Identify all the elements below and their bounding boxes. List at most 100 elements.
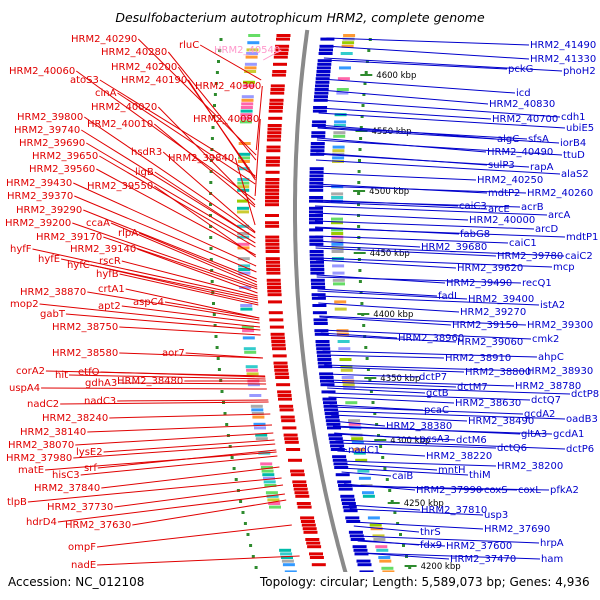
forward-gene-arrow	[311, 563, 326, 567]
forward-gene-arrow	[273, 365, 288, 369]
gene-label-reverse: HRM2_40490	[487, 147, 553, 158]
forward-gene-arrow	[271, 340, 286, 343]
label-connector	[339, 463, 438, 471]
label-connector	[41, 387, 267, 390]
forward-gene-arrow	[273, 361, 288, 365]
forward-gene-arrow	[271, 73, 286, 77]
inner-dot-marker	[375, 423, 379, 426]
inner-dot-marker	[360, 115, 364, 118]
forward-gene-arrow	[274, 372, 289, 376]
cog-feature-block	[240, 106, 253, 109]
label-connector	[32, 248, 258, 299]
cog-feature-block	[260, 466, 273, 469]
gene-label-forward: HRM2_40540	[214, 45, 280, 56]
gene-label-reverse: arcD	[535, 224, 559, 235]
outer-dot-marker	[239, 500, 243, 503]
cog-feature-block	[331, 242, 344, 246]
cog-feature-block	[284, 570, 297, 574]
label-connector	[349, 508, 484, 516]
gene-label-reverse: thiM	[469, 470, 491, 481]
cog-feature-block	[333, 124, 346, 127]
gene-label-forward: cinA	[95, 88, 117, 99]
gene-label-reverse: ham	[541, 554, 563, 565]
label-connector	[39, 303, 261, 328]
forward-gene-arrow	[270, 84, 285, 88]
gene-label-forward: HRM2_38750	[52, 322, 118, 333]
outer-dot-marker	[211, 126, 215, 129]
cog-feature-block	[242, 329, 255, 333]
gene-label-reverse: HRM2_38200	[497, 461, 563, 472]
label-connector	[164, 301, 260, 319]
outer-dot-marker	[246, 533, 250, 536]
forward-gene-arrow	[284, 440, 299, 444]
gene-label-reverse: HRM2_40260	[527, 188, 593, 199]
reverse-gene-arrow	[309, 185, 324, 189]
inner-dot-marker	[362, 93, 366, 96]
label-connector	[80, 455, 278, 476]
label-connector	[340, 467, 469, 476]
gene-label-reverse: HRM2_40830	[489, 99, 555, 110]
reverse-gene-arrow	[312, 304, 327, 307]
reverse-gene-arrow	[315, 84, 329, 88]
reverse-gene-arrow	[320, 37, 335, 41]
cog-feature-block	[244, 66, 257, 70]
label-connector	[234, 157, 256, 226]
forward-gene-arrow	[267, 134, 282, 138]
cog-feature-block	[342, 383, 355, 387]
forward-gene-arrow	[266, 271, 281, 275]
gene-label-reverse: fadL	[438, 291, 460, 302]
label-connector	[109, 413, 271, 419]
gene-label-reverse: HRM2_39780	[497, 251, 563, 262]
label-connector	[326, 37, 530, 46]
forward-gene-arrow	[279, 408, 294, 412]
reverse-gene-arrow	[312, 109, 327, 113]
label-connector	[315, 159, 561, 175]
cog-feature-block	[244, 62, 257, 66]
forward-gene-arrow	[265, 199, 279, 203]
cog-feature-block	[268, 502, 281, 505]
label-connector	[360, 552, 450, 560]
reverse-gene-arrow	[322, 397, 337, 401]
forward-gene-arrow	[277, 390, 292, 394]
cog-feature-block	[252, 415, 265, 419]
outer-dot-marker	[215, 346, 219, 349]
gene-label-reverse: HRM2_38780	[515, 381, 581, 392]
gene-label-forward: HRM2_40080	[193, 114, 259, 125]
label-connector	[316, 139, 563, 156]
gene-label-reverse: HRM2_39060	[457, 337, 523, 348]
label-connector	[114, 484, 284, 508]
inner-dot-marker	[360, 302, 364, 305]
label-connector	[314, 201, 488, 210]
gene-label-forward: nadC2	[27, 399, 59, 410]
forward-gene-arrow	[274, 52, 289, 55]
forward-gene-arrow	[269, 325, 284, 329]
inner-dot-marker	[393, 511, 397, 514]
label-connector	[335, 439, 566, 450]
forward-gene-arrow	[281, 419, 296, 423]
reverse-gene-arrow	[320, 383, 335, 387]
reverse-gene-arrow	[309, 214, 323, 217]
forward-gene-arrow	[265, 181, 280, 185]
cog-feature-block	[332, 156, 345, 160]
gene-label-forward: atoS3	[70, 75, 99, 86]
outer-dot-marker	[209, 214, 212, 217]
gene-label-reverse: rapA	[530, 162, 554, 173]
forward-gene-arrow	[270, 88, 285, 91]
label-connector	[324, 366, 465, 373]
cog-feature-block	[266, 494, 279, 498]
cog-feature-block	[281, 556, 293, 559]
label-connector	[254, 118, 261, 197]
cog-feature-block	[281, 559, 294, 563]
gene-label-forward: srf	[84, 463, 97, 474]
outer-dot-marker	[241, 511, 245, 514]
gene-label-forward: HRM2_40020	[91, 102, 157, 113]
label-connector	[321, 78, 516, 94]
reverse-gene-arrow	[341, 502, 356, 505]
cog-feature-block	[246, 372, 259, 376]
outer-dot-marker	[209, 203, 212, 206]
forward-gene-arrow	[296, 502, 311, 505]
label-connector	[119, 273, 259, 306]
cog-feature-block	[282, 563, 295, 567]
cog-feature-block	[250, 404, 263, 408]
label-connector	[330, 410, 566, 420]
